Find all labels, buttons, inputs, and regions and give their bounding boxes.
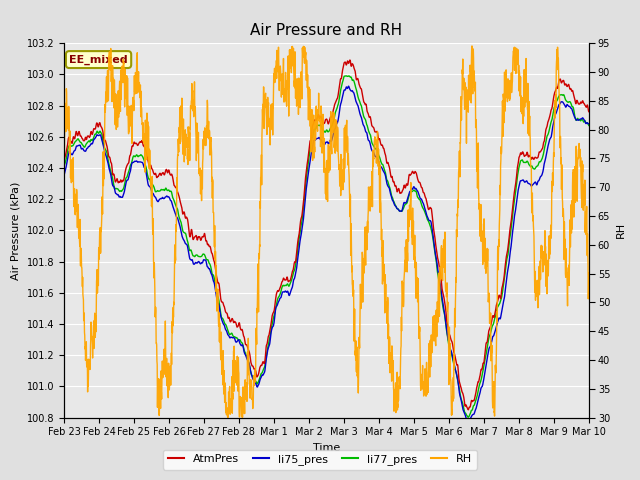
- AtmPres: [87, 130, 95, 135]
- li75_pres: [474, 398, 481, 404]
- AtmPres: [60, 158, 68, 164]
- Line: li75_pres: li75_pres: [64, 86, 589, 422]
- li77_pres: [60, 162, 68, 168]
- RH: [87, 336, 95, 342]
- li75_pres: [87, 142, 95, 147]
- RH: [224, 415, 232, 420]
- li77_pres: [570, 109, 578, 115]
- RH: [60, 127, 68, 133]
- li75_pres: [301, 196, 309, 202]
- Text: EE_mixed: EE_mixed: [69, 54, 128, 65]
- Y-axis label: Air Pressure (kPa): Air Pressure (kPa): [11, 181, 21, 279]
- Title: Air Pressure and RH: Air Pressure and RH: [250, 23, 403, 38]
- Y-axis label: RH: RH: [616, 222, 626, 239]
- li77_pres: [301, 186, 309, 192]
- RH: [301, 52, 309, 58]
- Line: RH: RH: [64, 46, 589, 418]
- RH: [570, 214, 578, 220]
- li75_pres: [570, 113, 578, 119]
- li77_pres: [316, 123, 323, 129]
- RH: [316, 118, 323, 124]
- AtmPres: [570, 94, 578, 100]
- li77_pres: [585, 122, 593, 128]
- RH: [585, 270, 593, 276]
- li75_pres: [316, 134, 323, 140]
- AtmPres: [474, 380, 481, 385]
- Line: AtmPres: AtmPres: [64, 60, 589, 410]
- li77_pres: [87, 137, 95, 143]
- li75_pres: [585, 121, 593, 127]
- RH: [474, 144, 481, 149]
- AtmPres: [465, 407, 472, 413]
- li77_pres: [342, 73, 350, 79]
- li77_pres: [570, 108, 578, 113]
- X-axis label: Time: Time: [313, 443, 340, 453]
- AtmPres: [585, 109, 593, 115]
- li75_pres: [345, 84, 353, 89]
- li75_pres: [465, 420, 473, 425]
- li77_pres: [474, 390, 481, 396]
- AtmPres: [346, 57, 354, 63]
- li75_pres: [60, 172, 68, 178]
- AtmPres: [301, 177, 309, 183]
- li75_pres: [570, 112, 578, 118]
- li77_pres: [465, 414, 472, 420]
- AtmPres: [570, 93, 578, 98]
- Line: li77_pres: li77_pres: [64, 76, 589, 417]
- Legend: AtmPres, li75_pres, li77_pres, RH: AtmPres, li75_pres, li77_pres, RH: [163, 450, 477, 469]
- AtmPres: [316, 115, 323, 120]
- RH: [570, 191, 578, 197]
- RH: [468, 43, 476, 49]
